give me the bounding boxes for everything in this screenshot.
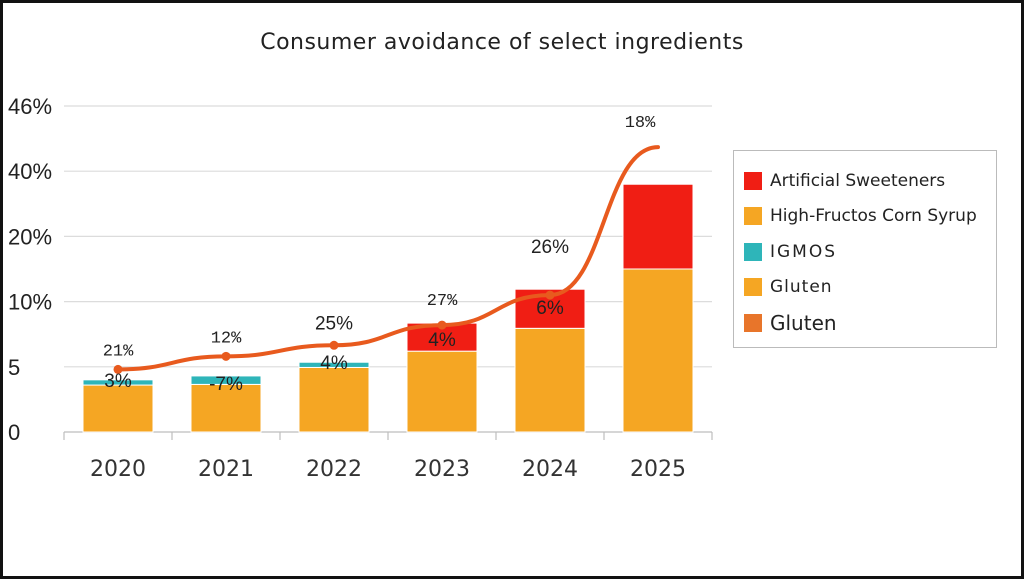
y-tick-label: 40%: [8, 159, 52, 184]
y-tick-label: 46%: [8, 94, 52, 119]
legend-label: Gluten: [770, 277, 833, 298]
legend-swatch: [744, 278, 762, 297]
line-series: [113, 145, 660, 374]
y-tick-label: 20%: [8, 224, 52, 249]
bar-segment: [82, 379, 154, 386]
legend-label: Gluten: [770, 310, 837, 335]
legend-label: IGMOS: [770, 241, 838, 262]
line-data-label: 18%: [625, 114, 656, 133]
y-tick-label: 0: [8, 420, 20, 445]
x-tick-label: 2025: [630, 457, 686, 482]
legend-item-artificial-sweeteners[interactable]: Artificial Sweeteners: [744, 163, 996, 199]
line-data-label: 25%: [315, 313, 353, 334]
legend-label: Artificial Sweeteners: [770, 170, 946, 191]
bar-data-label: 4%: [428, 330, 456, 351]
bar-data-label: 3%: [104, 371, 132, 392]
legend-swatch: [744, 242, 762, 261]
y-tick-label: 5: [8, 355, 20, 380]
x-tick-label: 2022: [306, 457, 362, 482]
bar-segment: [622, 268, 694, 433]
line-data-label: 27%: [427, 292, 458, 311]
line-data-label: 21%: [103, 342, 134, 361]
legend-item-gluten[interactable]: Gluten: [744, 270, 996, 306]
line-point: [113, 364, 123, 374]
line-data-label: 26%: [531, 237, 569, 258]
legend-item-hfcs[interactable]: High-Fructos Corn Syrup: [744, 199, 996, 235]
bar-segment: [82, 384, 154, 433]
legend-swatch: [744, 313, 762, 332]
bar-segment: [298, 361, 370, 368]
legend-item-gluten-line[interactable]: Gluten: [744, 305, 996, 341]
bar-segment: [622, 183, 694, 270]
x-tick-label: 2023: [414, 457, 470, 482]
legend-swatch: [744, 207, 762, 226]
bar-data-label: 4%: [320, 353, 348, 374]
bar-series: [82, 183, 694, 433]
line-point: [545, 290, 555, 300]
line-point: [221, 351, 231, 361]
gridlines: [64, 105, 712, 433]
x-axis-ticks: 2020 2021 2022 2023 2024 2025: [63, 432, 713, 482]
x-tick-label: 2024: [522, 457, 578, 482]
bar-segment: [514, 327, 586, 433]
trend-line: [116, 145, 660, 372]
line-point: [329, 340, 339, 350]
bar-segment: [298, 366, 370, 433]
bar-segment: [190, 383, 262, 433]
bar-data-label: 6%: [536, 298, 564, 319]
line-data-label: 12%: [211, 329, 242, 348]
legend-swatch: [744, 171, 762, 190]
x-tick-label: 2020: [90, 457, 146, 482]
data-labels: 21% 12% 25% 27% 26% 18% 3% -7% 4% 4% 6%: [103, 114, 656, 395]
legend-label: High-Fructos Corn Syrup: [770, 206, 977, 227]
y-axis-ticks: 0 5 10% 20% 40% 46%: [8, 94, 52, 445]
bar-segment: [406, 350, 478, 433]
bar-segment: [190, 375, 262, 385]
bar-data-label: -7%: [209, 374, 243, 395]
legend: Artificial Sweeteners High-Fructos Corn …: [733, 150, 997, 348]
line-point: [437, 320, 447, 330]
legend-item-igmos[interactable]: IGMOS: [744, 234, 996, 270]
chart-title: Consumer avoidance of select ingredients: [260, 30, 744, 55]
y-tick-label: 10%: [8, 290, 52, 315]
x-tick-label: 2021: [198, 457, 254, 482]
